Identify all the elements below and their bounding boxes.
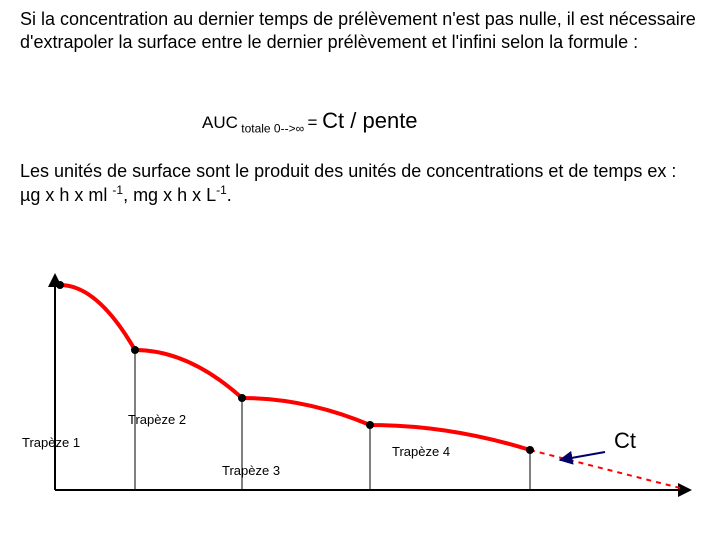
label-trap1: Trapèze 1	[22, 435, 80, 450]
label-ct: Ct	[614, 428, 636, 454]
pk-chart	[0, 0, 720, 540]
label-trap4: Trapèze 4	[392, 444, 450, 459]
label-trap3: Trapèze 3	[222, 463, 280, 478]
label-trap2: Trapèze 2	[128, 412, 186, 427]
